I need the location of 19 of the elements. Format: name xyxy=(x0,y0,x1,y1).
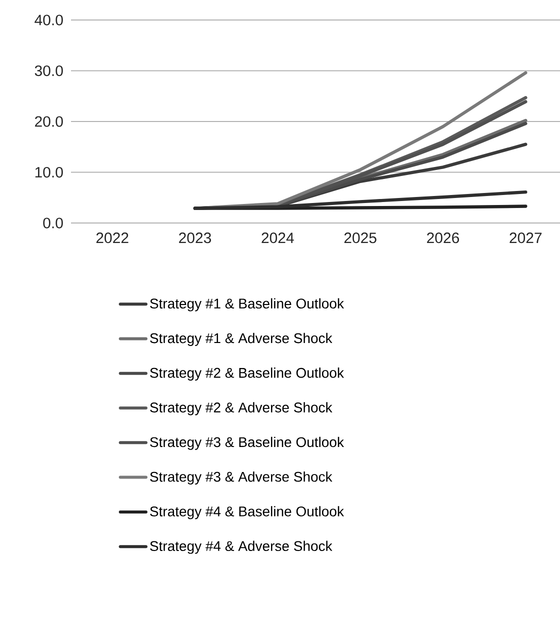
legend-label: Strategy #3 & Baseline Outlook xyxy=(150,436,344,450)
x-tick-label: 2023 xyxy=(179,232,212,244)
x-tick-label: 2025 xyxy=(344,232,376,244)
x-tick-label: 2027 xyxy=(510,232,542,244)
x-tick-label: 2026 xyxy=(427,232,460,244)
legend-label: Strategy #1 & Adverse Shock xyxy=(150,332,332,346)
legend-label: Strategy #4 & Adverse Shock xyxy=(150,540,332,554)
legend-label: Strategy #4 & Baseline Outlook xyxy=(150,506,344,520)
legend-label: Strategy #1 & Baseline Outlook xyxy=(150,298,344,312)
x-tick-label: 2022 xyxy=(96,232,128,244)
y-tick-label: 40.0 xyxy=(34,14,63,26)
y-tick-label: 20.0 xyxy=(35,116,63,127)
y-tick-label: 30.0 xyxy=(34,65,63,76)
legend-label: Strategy #2 & Adverse Shock xyxy=(150,402,332,416)
legend-label: Strategy #3 & Adverse Shock xyxy=(150,471,332,485)
legend-label: Strategy #2 & Baseline Outlook xyxy=(150,368,344,381)
y-tick-label: 10.0 xyxy=(35,166,63,178)
x-tick-label: 2024 xyxy=(262,232,294,244)
y-tick-label: 0.0 xyxy=(43,218,63,228)
